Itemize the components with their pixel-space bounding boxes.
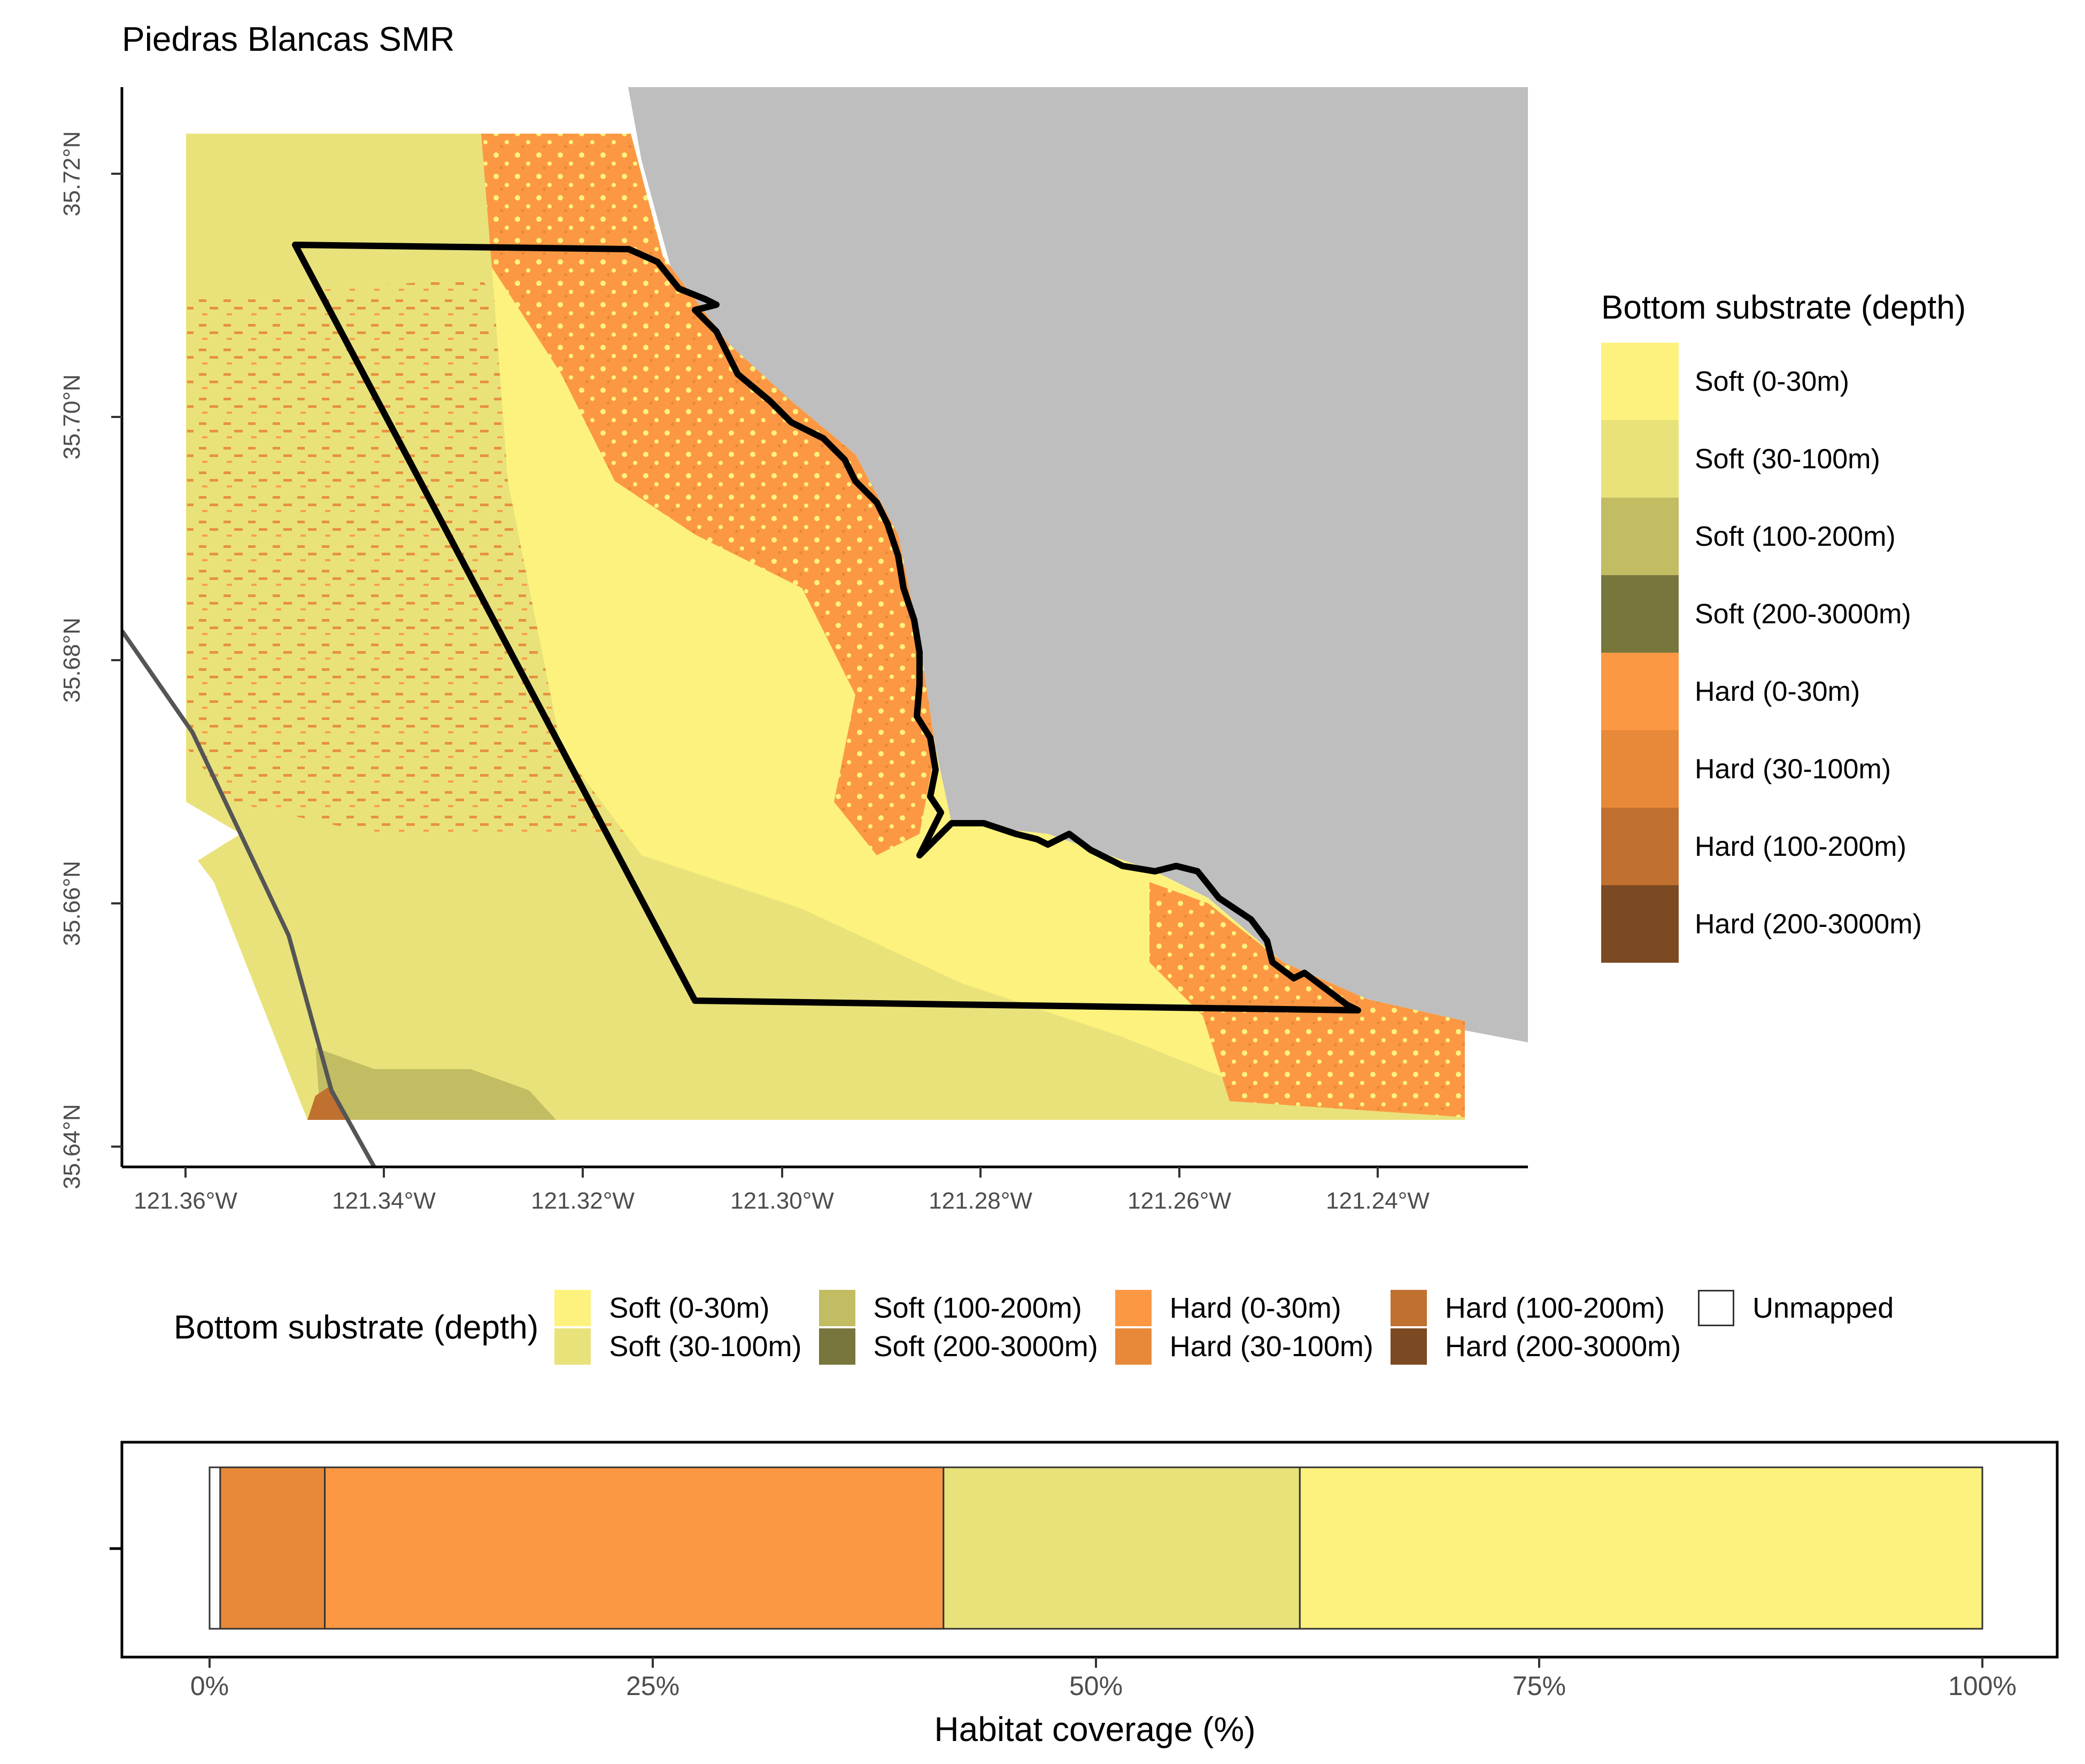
legend-swatch <box>1698 1290 1735 1326</box>
map-x-tick-label-5: 121.26°W <box>1128 1188 1231 1214</box>
hard-southeast-patch <box>1149 882 1465 1117</box>
legend-swatch <box>1390 1328 1427 1365</box>
bar-ticks <box>208 1657 1983 1668</box>
legend-swatch <box>1115 1290 1152 1326</box>
map-x-tick-label-3: 121.30°W <box>730 1188 834 1214</box>
bar-segment <box>324 1466 945 1630</box>
legend-label: Soft (200-3000m) <box>1695 598 1911 630</box>
legend-label: Hard (30-100m) <box>1695 753 1891 785</box>
map-x-tick-label-2: 121.32°W <box>531 1188 635 1214</box>
legend-label: Soft (0-30m) <box>1695 366 1849 397</box>
legend-right-item: Soft (30-100m) <box>1601 420 1966 498</box>
legend-label: Soft (100-200m) <box>1695 521 1896 552</box>
legend-right-item: Hard (0-30m) <box>1601 653 1966 730</box>
legend-label: Soft (100-200m) <box>873 1292 1082 1324</box>
map-ticks <box>111 173 1379 1178</box>
bar-x-tick-label: 0% <box>190 1671 229 1701</box>
legend-bottom-title: Bottom substrate (depth) <box>174 1309 539 1346</box>
legend-bottom-item: Soft (200-3000m) <box>818 1327 1098 1366</box>
legend-bottom-item: Unmapped <box>1698 1289 1894 1327</box>
legend-swatch <box>554 1290 591 1326</box>
legend-swatch <box>1115 1328 1152 1365</box>
legend-label: Soft (30-100m) <box>609 1330 802 1363</box>
bar-x-tick-label: 50% <box>1069 1671 1123 1701</box>
legend-swatch <box>1601 575 1679 653</box>
map-title: Piedras Blancas SMR <box>122 20 455 58</box>
map-x-tick-label-4: 121.28°W <box>929 1188 1032 1214</box>
legend-right-item: Soft (0-30m) <box>1601 343 1966 420</box>
smr-boundary <box>292 242 1361 1013</box>
hard-100-200-patch <box>307 1085 348 1120</box>
legend-swatch <box>1601 653 1679 730</box>
legend-label: Unmapped <box>1752 1292 1894 1324</box>
legend-bottom-item: Hard (100-200m) <box>1390 1289 1681 1327</box>
legend-label: Hard (30-100m) <box>1169 1330 1373 1363</box>
legend-label: Hard (200-3000m) <box>1695 908 1922 940</box>
legend-label: Soft (30-100m) <box>1695 443 1880 475</box>
legend-label: Hard (0-30m) <box>1169 1292 1341 1324</box>
legend-right-item: Soft (200-3000m) <box>1601 575 1966 653</box>
legend-swatch <box>1390 1290 1427 1326</box>
legend-right-title: Bottom substrate (depth) <box>1601 289 1966 326</box>
bar-x-tick-label: 75% <box>1512 1671 1566 1701</box>
hard-0-30-area <box>481 134 936 855</box>
bar-x-tick-label: 100% <box>1948 1671 2017 1701</box>
map-x-tick-label-6: 121.24°W <box>1326 1188 1430 1214</box>
bar-x-axis-title: Habitat coverage (%) <box>934 1710 1256 1748</box>
legend-swatch <box>818 1290 855 1326</box>
legend-label: Hard (100-200m) <box>1445 1292 1665 1324</box>
state-waters-line <box>122 629 376 1167</box>
legend-bottom: Bottom substrate (depth) Soft (0-30m) So… <box>174 1287 1894 1367</box>
legend-swatch <box>1601 498 1679 575</box>
legend-bottom-item: Soft (30-100m) <box>554 1327 802 1366</box>
legend-bottom-grid: Soft (0-30m) Soft (30-100m) Soft (100-20… <box>554 1289 1894 1366</box>
bar-segment <box>219 1466 326 1630</box>
bar-segment <box>208 1466 221 1630</box>
legend-swatch <box>1601 343 1679 420</box>
land-area <box>628 87 1528 1042</box>
legend-swatch <box>1601 885 1679 963</box>
legend-right-item: Soft (100-200m) <box>1601 498 1966 575</box>
legend-swatch <box>1601 730 1679 808</box>
legend-swatch <box>818 1328 855 1365</box>
legend-bottom-item: Hard (200-3000m) <box>1390 1327 1681 1366</box>
legend-right-item: Hard (200-3000m) <box>1601 885 1966 963</box>
map-x-tick-label-0: 121.36°W <box>134 1188 237 1214</box>
legend-label: Hard (0-30m) <box>1695 676 1860 707</box>
legend-right-item: Hard (100-200m) <box>1601 808 1966 885</box>
legend-right: Bottom substrate (depth) Soft (0-30m) So… <box>1601 289 1966 963</box>
legend-bottom-item: Soft (0-30m) <box>554 1289 801 1327</box>
legend-bottom-item: Soft (100-200m) <box>818 1289 1098 1327</box>
legend-swatch <box>554 1328 591 1365</box>
soft-100-200-patch <box>315 1048 556 1120</box>
legend-label: Hard (100-200m) <box>1695 831 1906 862</box>
bar-segment <box>1299 1466 1983 1630</box>
legend-right-item: Hard (30-100m) <box>1601 730 1966 808</box>
legend-swatch <box>1601 420 1679 498</box>
legend-swatch <box>1601 808 1679 885</box>
bar-segment <box>943 1466 1301 1630</box>
bar-segments <box>208 1466 1983 1630</box>
legend-label: Soft (200-3000m) <box>873 1330 1098 1363</box>
map-x-tick-label-1: 121.34°W <box>332 1188 436 1214</box>
legend-bottom-item: Hard (30-100m) <box>1115 1327 1373 1366</box>
legend-label: Soft (0-30m) <box>609 1292 770 1324</box>
legend-label: Hard (200-3000m) <box>1445 1330 1681 1363</box>
bar-x-tick-label: 25% <box>626 1671 680 1701</box>
legend-bottom-item: Hard (0-30m) <box>1115 1289 1373 1327</box>
